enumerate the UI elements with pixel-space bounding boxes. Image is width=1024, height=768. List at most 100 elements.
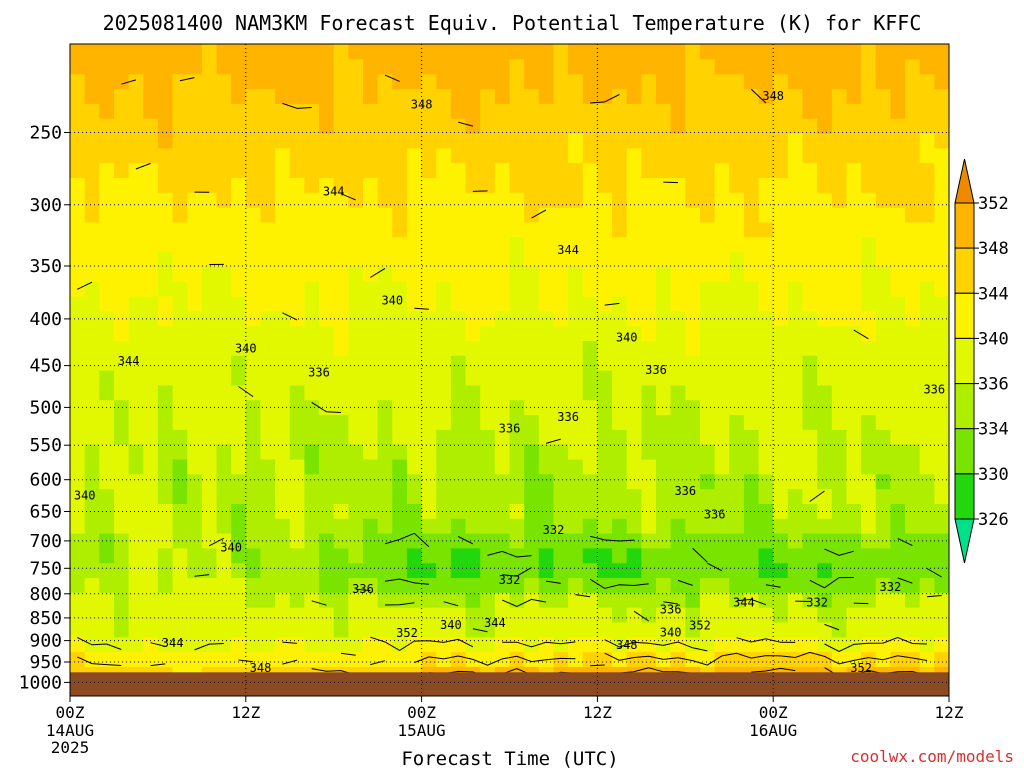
field-cell <box>480 147 496 164</box>
field-cell <box>260 162 276 178</box>
field-cell <box>656 310 672 327</box>
field-cell <box>861 518 877 534</box>
field-cell <box>436 88 452 104</box>
field-cell <box>817 488 833 504</box>
field-cell <box>846 281 862 297</box>
contour-label: 340 <box>616 330 638 344</box>
contour-line <box>575 594 591 598</box>
field-cell <box>333 355 349 371</box>
field-cell <box>333 177 349 193</box>
field-cell <box>128 177 144 193</box>
field-cell <box>538 162 555 178</box>
field-cell <box>890 340 906 356</box>
field-cell <box>231 370 247 386</box>
field-cell <box>831 58 848 75</box>
field-cell <box>377 58 393 75</box>
field-cell <box>743 607 760 623</box>
field-cell <box>99 355 115 371</box>
field-cell <box>465 295 481 312</box>
field-cell <box>421 473 437 490</box>
field-cell <box>817 147 833 164</box>
field-cell <box>612 562 628 579</box>
field-cell <box>831 147 848 164</box>
field-cell <box>231 518 247 534</box>
field-cell <box>377 370 393 386</box>
field-cell <box>670 118 686 134</box>
field-cell <box>187 325 203 341</box>
field-cell <box>802 370 818 386</box>
field-cell <box>84 547 100 564</box>
field-cell <box>743 295 760 312</box>
field-cell <box>905 177 921 193</box>
field-cell <box>450 295 467 312</box>
field-cell <box>201 444 218 460</box>
field-cell <box>641 58 657 75</box>
field-cell <box>465 444 481 460</box>
field-cell <box>304 325 320 341</box>
field-cell <box>172 147 188 164</box>
field-cell <box>817 562 833 579</box>
field-cell <box>392 355 408 371</box>
field-cell <box>831 88 848 104</box>
field-cell <box>758 281 774 297</box>
field-cell <box>890 355 906 371</box>
field-cell <box>626 592 642 608</box>
field-cell <box>465 458 481 475</box>
field-cell <box>421 458 437 475</box>
field-cell <box>875 607 891 623</box>
field-cell <box>70 266 86 282</box>
colorbar-label: 344 <box>978 284 1009 304</box>
field-cell <box>905 384 921 401</box>
field-cell <box>670 295 686 312</box>
field-cell <box>289 621 305 638</box>
field-cell <box>113 192 130 208</box>
field-cell <box>304 533 320 549</box>
field-cell <box>670 355 686 371</box>
field-cell <box>875 384 891 401</box>
field-cell <box>231 44 247 60</box>
field-cell <box>919 58 935 75</box>
field-cell <box>729 355 745 371</box>
field-cell <box>934 132 949 149</box>
field-cell <box>714 340 730 356</box>
field-cell <box>70 592 86 608</box>
field-cell <box>875 192 891 208</box>
field-cell <box>304 281 320 297</box>
field-cell <box>626 355 642 371</box>
field-cell <box>582 651 598 667</box>
field-cell <box>905 458 921 475</box>
field-cell <box>436 147 452 164</box>
field-cell <box>787 325 804 341</box>
field-cell <box>773 473 789 490</box>
field-cell <box>201 295 218 312</box>
field-cell <box>919 503 935 519</box>
field-cell <box>802 73 818 90</box>
field-cell <box>919 592 935 608</box>
field-cell <box>494 103 511 119</box>
field-cell <box>612 429 628 445</box>
field-cell <box>84 266 100 282</box>
field-cell <box>406 132 423 149</box>
field-cell <box>729 370 745 386</box>
field-cell <box>187 488 203 504</box>
contour-label: 344 <box>323 184 345 198</box>
field-cell <box>216 147 232 164</box>
field-cell <box>231 58 247 75</box>
field-cell <box>875 444 891 460</box>
field-cell <box>641 266 657 282</box>
field-cell <box>143 281 159 297</box>
field-cell <box>201 518 218 534</box>
field-cell <box>289 488 305 504</box>
field-cell <box>743 399 760 416</box>
field-cell <box>143 162 159 178</box>
field-cell <box>524 251 540 267</box>
field-cell <box>231 340 247 356</box>
field-cell <box>802 177 818 193</box>
field-cell <box>172 88 188 104</box>
field-cell <box>875 414 891 430</box>
field-cell <box>70 607 86 623</box>
field-cell <box>187 58 203 75</box>
field-cell <box>626 44 642 60</box>
field-cell <box>919 370 935 386</box>
field-cell <box>875 177 891 193</box>
